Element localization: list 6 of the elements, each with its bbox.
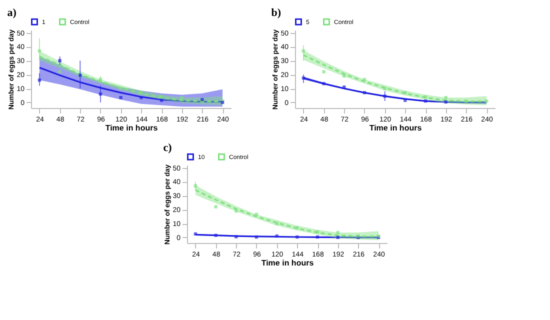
x-axis-title: Time in hours: [261, 258, 314, 268]
chart-title: c): [163, 142, 172, 154]
chart-title: b): [271, 7, 282, 19]
x-axis-title: Time in hours: [105, 124, 158, 132]
chart-title: a): [7, 7, 17, 19]
x-axis-title: Time in hours: [369, 124, 422, 132]
